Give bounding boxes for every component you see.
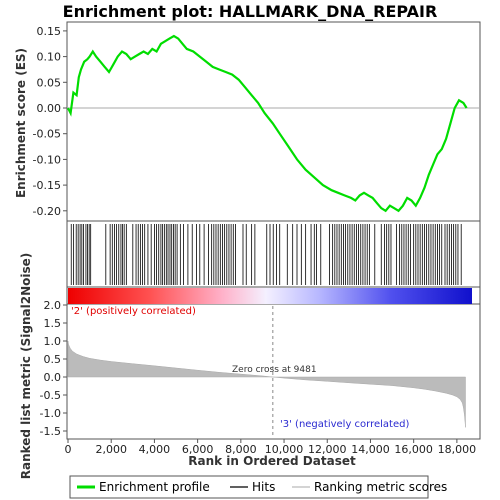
xtick-label: 2,000 [95, 443, 127, 456]
xtick-label: 18,000 [438, 443, 477, 456]
metric-ytick-label: 1.5 [44, 317, 62, 330]
legend-label: Enrichment profile [99, 480, 210, 494]
hits-marks [70, 224, 462, 285]
metric-y-axis: 2.0 1.5 1.0 0.5 0.0 -0.5 -1.0 -1.5 [40, 299, 67, 438]
es-curve [67, 34, 468, 213]
metric-axis-label: Ranked list metric (Signal2Noise) [19, 253, 33, 480]
legend-label: Ranking metric scores [314, 480, 447, 494]
negative-correlation-label: '3' (negatively correlated) [280, 419, 409, 430]
es-ytick-label: 0.05 [37, 76, 62, 89]
es-ytick-label: 0.15 [37, 25, 62, 38]
xtick-label: 8,000 [225, 443, 257, 456]
ranking-metric-area [67, 340, 466, 428]
metric-ytick-label: -1.0 [40, 407, 61, 420]
es-axis-label: Enrichment score (ES) [14, 48, 28, 198]
metric-ytick-label: 2.0 [44, 299, 62, 312]
legend-box [69, 475, 429, 499]
es-ytick-label: -0.10 [33, 153, 61, 166]
plot-frame [66, 21, 481, 440]
legend: Enrichment profile Hits Ranking metric sco… [77, 480, 447, 494]
es-ytick-label: -0.20 [33, 205, 61, 218]
chart-title: Enrichment plot: HALLMARK_DNA_REPAIR [63, 2, 438, 21]
xtick-label: 10,000 [265, 443, 304, 456]
xtick-label: 14,000 [351, 443, 390, 456]
metric-ytick-label: -1.5 [40, 425, 61, 438]
positive-correlation-label: '2' (positively correlated) [71, 306, 196, 317]
es-ytick-label: 0.10 [37, 51, 62, 64]
metric-ytick-label: 1.0 [44, 335, 62, 348]
es-ytick-label: -0.15 [33, 179, 61, 192]
metric-ytick-label: 0.0 [44, 371, 62, 384]
es-axis: 0.15 0.10 0.05 0.00 -0.05 -0.10 -0.15 -0.20 [33, 25, 67, 218]
xtick-label: 16,000 [394, 443, 433, 456]
es-ytick-label: -0.05 [33, 128, 61, 141]
legend-label: Hits [252, 480, 275, 494]
es-ytick-label: 0.00 [37, 102, 62, 115]
zero-cross-label: Zero cross at 9481 [232, 365, 317, 375]
x-axis: 0 2,000 4,000 6,000 8,000 10,000 12,000 14,000 1… [65, 439, 477, 456]
xtick-label: 4,000 [139, 443, 171, 456]
xtick-label: 0 [65, 443, 72, 456]
metric-ytick-label: 0.5 [44, 353, 62, 366]
metric-ytick-label: -0.5 [40, 389, 61, 402]
xtick-label: 6,000 [182, 443, 214, 456]
x-axis-label: Rank in Ordered Dataset [188, 454, 356, 468]
xtick-label: 12,000 [308, 443, 347, 456]
rank-gradient-bar [68, 288, 472, 304]
